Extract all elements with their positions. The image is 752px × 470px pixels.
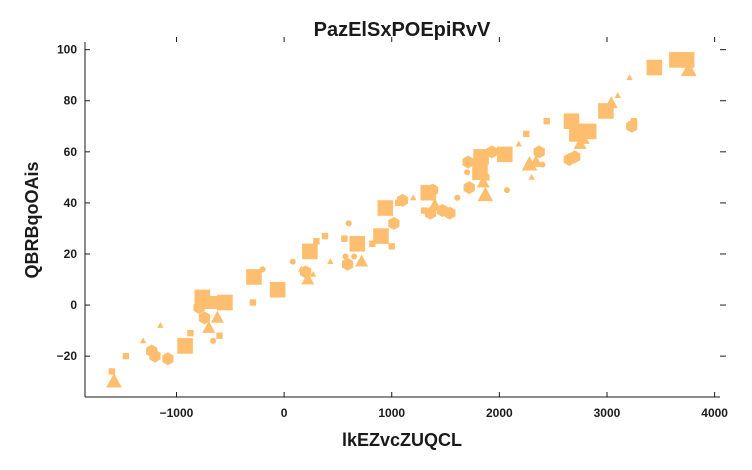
- y-ticks: −20 0 20 40 60 80 100: [57, 43, 726, 363]
- data-point: [529, 154, 543, 167]
- data-point: [528, 173, 535, 180]
- data-point: [515, 140, 522, 147]
- data-point: [427, 183, 439, 197]
- data-point: [345, 220, 352, 227]
- data-point: [210, 310, 224, 323]
- data-point: [108, 368, 116, 375]
- chart-title: PazElSxPOEpiRvV: [314, 19, 491, 41]
- data-point: [216, 332, 223, 339]
- data-point: [388, 243, 395, 250]
- data-point: [444, 206, 456, 220]
- data-point: [678, 52, 695, 68]
- y-axis-label: QBRBqoOAis: [22, 162, 42, 279]
- data-point: [177, 338, 193, 354]
- data-point: [454, 194, 461, 201]
- y-tick-label: 80: [64, 94, 78, 108]
- data-point: [533, 145, 545, 159]
- data-point: [523, 130, 530, 138]
- data-point: [246, 269, 262, 285]
- data-point: [410, 194, 417, 201]
- data-point: [476, 175, 490, 188]
- data-point: [630, 117, 638, 125]
- data-point: [149, 349, 161, 363]
- data-point: [369, 240, 376, 247]
- x-tick-label: 4000: [701, 406, 728, 420]
- x-tick-label: 3000: [594, 406, 621, 420]
- x-tick-label: 2000: [486, 406, 513, 420]
- x-tick-label: 0: [281, 406, 288, 420]
- x-tick-label: 1000: [378, 406, 405, 420]
- data-point: [388, 216, 400, 230]
- data-point: [341, 257, 354, 271]
- data-point: [477, 186, 494, 202]
- data-point: [217, 294, 233, 311]
- data-point: [580, 123, 597, 140]
- data-point: [539, 161, 546, 168]
- data-point: [373, 228, 389, 244]
- data-point: [202, 320, 216, 333]
- data-point: [259, 266, 266, 273]
- data-point: [473, 149, 489, 165]
- data-point: [463, 181, 475, 195]
- y-tick-label: 20: [64, 247, 78, 261]
- data-point: [543, 117, 550, 125]
- data-point: [302, 243, 318, 260]
- data-points: [106, 52, 697, 388]
- x-ticks: −1000 0 1000 2000 3000 4000: [160, 37, 728, 420]
- y-tick-label: 60: [64, 145, 78, 159]
- data-point: [157, 321, 164, 328]
- data-point: [496, 146, 513, 163]
- data-point: [313, 238, 320, 245]
- data-point: [462, 155, 474, 169]
- data-point: [377, 200, 394, 216]
- data-point: [162, 352, 174, 366]
- data-point: [420, 207, 428, 214]
- data-point: [604, 96, 618, 109]
- data-point: [626, 74, 633, 81]
- x-tick-label: −1000: [160, 406, 194, 420]
- data-point: [106, 373, 122, 388]
- data-point: [301, 272, 315, 285]
- data-point: [187, 329, 194, 337]
- x-axis-label: lkEZvcZUQCL: [342, 430, 462, 450]
- data-point: [349, 235, 366, 252]
- data-point: [569, 150, 581, 164]
- data-point: [309, 270, 317, 277]
- y-tick-label: 0: [70, 298, 77, 312]
- data-point: [486, 145, 498, 159]
- data-point: [198, 311, 211, 325]
- data-point: [327, 258, 334, 265]
- data-point: [204, 296, 218, 310]
- data-point: [341, 235, 348, 242]
- data-point: [680, 61, 697, 76]
- data-point: [646, 59, 663, 76]
- data-point: [614, 92, 621, 99]
- data-point: [139, 337, 147, 344]
- data-point: [321, 232, 329, 240]
- data-point: [289, 258, 296, 265]
- data-point: [122, 352, 130, 360]
- data-point: [351, 253, 358, 260]
- data-point: [355, 254, 369, 267]
- data-point: [483, 174, 490, 181]
- data-point: [464, 169, 471, 176]
- y-tick-label: 40: [64, 196, 78, 210]
- data-point: [210, 337, 217, 344]
- y-tick-label: 100: [57, 43, 77, 57]
- data-point: [503, 187, 510, 194]
- data-point: [342, 253, 349, 260]
- data-point: [396, 193, 409, 207]
- data-point: [563, 113, 580, 129]
- data-point: [269, 281, 286, 298]
- y-tick-label: −20: [57, 349, 78, 363]
- data-point: [249, 299, 257, 306]
